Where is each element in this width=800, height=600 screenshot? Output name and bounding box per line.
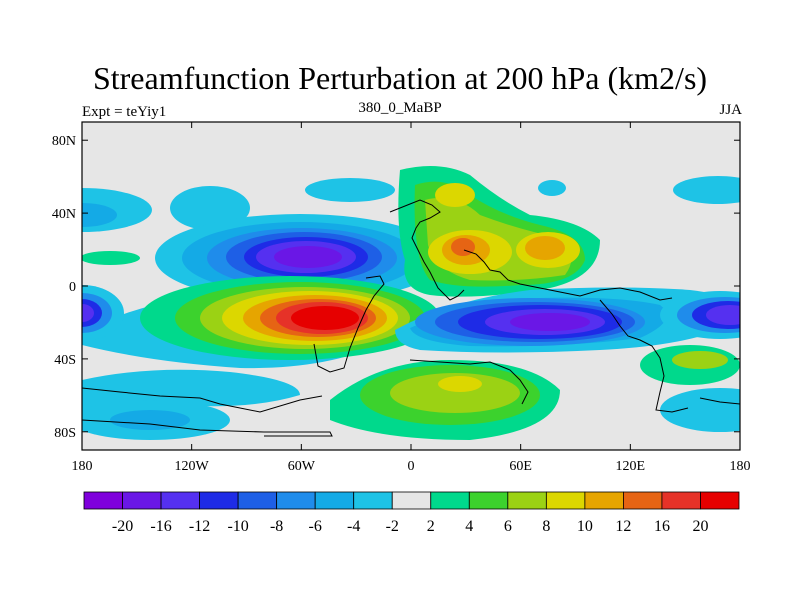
- colorbar-box: [122, 491, 162, 510]
- coastline-america-east: [313, 275, 385, 373]
- colorbar-label: 8: [542, 518, 550, 535]
- colorbar-label: 12: [615, 518, 631, 535]
- colorbar-label: 20: [692, 518, 708, 535]
- colorbar-label: -20: [112, 518, 133, 535]
- lat-tick-label: 80N: [52, 134, 76, 149]
- plot-title: Streamfunction Perturbation at 200 hPa (…: [92, 60, 708, 96]
- contour-region: [274, 246, 342, 268]
- colorbar-box: [468, 491, 509, 510]
- colorbar-label: -16: [150, 518, 171, 535]
- coastline-asia: [463, 249, 673, 301]
- colorbar-box: [314, 491, 355, 510]
- coastline-australia: [599, 299, 689, 413]
- colorbar-box: [584, 491, 624, 510]
- colorbar-box: [661, 491, 701, 510]
- colorbar-box: [430, 491, 470, 510]
- coastline-southern: [82, 387, 323, 413]
- contour-region: [82, 251, 140, 265]
- colorbar-box: [623, 491, 663, 510]
- contour-region: [672, 351, 728, 369]
- contour-region: [390, 373, 520, 413]
- lat-tick-label: 80S: [54, 426, 76, 441]
- lon-tick-label: 120E: [616, 459, 646, 474]
- contour-region: [451, 238, 475, 256]
- colorbar-label: 10: [577, 518, 593, 535]
- contour-region: [525, 236, 565, 260]
- contour-region: [673, 176, 740, 204]
- contour-region: [291, 306, 359, 330]
- colorbar-box: [391, 491, 432, 510]
- season-label: JJA: [719, 102, 742, 118]
- colorbar-box: [237, 491, 278, 510]
- colorbar-box: [507, 491, 547, 510]
- lon-tick-label: 120W: [175, 459, 210, 474]
- colorbar-box: [700, 491, 740, 510]
- contour-region: [438, 376, 482, 392]
- contour-region: [435, 183, 475, 207]
- colorbar-box: [353, 491, 393, 510]
- case-label: 380_0_MaBP: [358, 100, 442, 116]
- colorbar-box: [83, 491, 123, 510]
- colorbar-box: [199, 491, 239, 510]
- coastline-africa-europe: [389, 199, 465, 301]
- lon-tick-label: 60W: [288, 459, 316, 474]
- contour-region: [660, 388, 740, 432]
- colorbar-label: -8: [270, 518, 283, 535]
- coastline-east: [699, 397, 740, 405]
- contour-region: [82, 369, 300, 410]
- colorbar-label: -6: [309, 518, 322, 535]
- colorbar-box: [160, 491, 200, 510]
- contour-region: [82, 304, 94, 322]
- colorbar-label: 16: [654, 518, 670, 535]
- lon-tick-label: 180: [730, 459, 751, 474]
- colorbar-label: 6: [504, 518, 512, 535]
- lat-tick-label: 40S: [54, 353, 76, 368]
- contour-region: [538, 180, 566, 196]
- coastlines: [82, 199, 740, 437]
- colorbar-label: 2: [427, 518, 435, 535]
- coastline-antarctica: [82, 419, 333, 437]
- contour-fields: [82, 166, 740, 440]
- coastline-africa-south: [409, 359, 529, 405]
- experiment-label: Expt = teYiy1: [82, 104, 167, 120]
- contour-region: [110, 410, 190, 430]
- colorbar-label: -10: [227, 518, 248, 535]
- colorbar-label: -12: [189, 518, 210, 535]
- colorbar: -20 -16 -12 -10 -8 -6 -4 -2 2 4 6 8 10 12 16 20: [83, 491, 740, 535]
- lat-tick-label: 0: [69, 280, 76, 295]
- latitude-axis: 80N 40N 0 40S 80S: [52, 134, 740, 441]
- colorbar-box: [276, 491, 316, 510]
- colorbar-label: -2: [386, 518, 399, 535]
- lon-tick-label: 0: [408, 459, 415, 474]
- longitude-axis: 180 120W 60W 0 60E 120E 180: [72, 122, 751, 474]
- contour-region: [170, 186, 250, 230]
- contour-region: [510, 313, 590, 331]
- lon-tick-label: 180: [72, 459, 93, 474]
- colorbar-box: [545, 491, 586, 510]
- contour-region: [706, 305, 740, 325]
- lon-tick-label: 60E: [509, 459, 532, 474]
- contour-region: [82, 203, 117, 227]
- lat-tick-label: 40N: [52, 207, 76, 222]
- colorbar-label: -4: [347, 518, 360, 535]
- colorbar-label: 4: [465, 518, 473, 535]
- contour-region: [305, 178, 395, 202]
